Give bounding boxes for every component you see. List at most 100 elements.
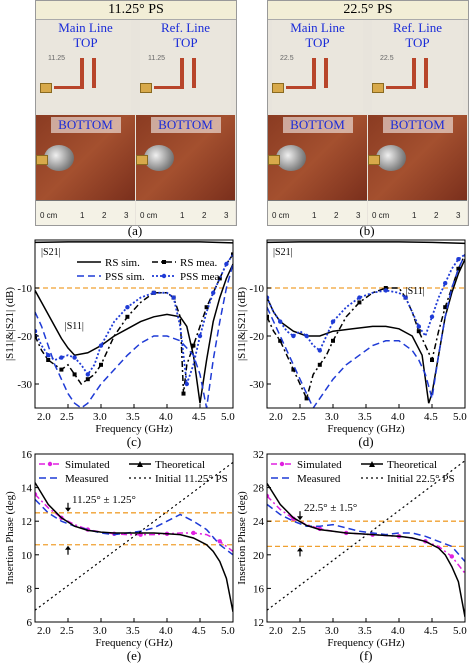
y-tick-label: -20	[249, 331, 264, 343]
y-axis-label: Insertion Phase (deg)	[4, 491, 16, 585]
series-line	[35, 253, 233, 394]
data-point	[125, 305, 130, 310]
ruler-label: 0 cm	[140, 211, 158, 220]
x-tick-label: 4.5	[192, 625, 206, 637]
trace	[92, 58, 96, 88]
x-tick-label: 4.5	[192, 411, 206, 423]
photo-main-line-right: Main Line TOP 22.5 BOTTOM 0 cm 1 2 3	[268, 20, 367, 225]
legend-label: Theoretical	[387, 459, 437, 471]
ruler-label: 0 cm	[40, 211, 58, 220]
y-tick-label: -20	[17, 331, 32, 343]
data-point	[164, 531, 170, 536]
y-tick-label: 12	[253, 617, 264, 629]
x-tick-label: 3.5	[358, 625, 372, 637]
data-point	[211, 290, 216, 295]
data-point	[403, 295, 408, 300]
x-axis-label: Frequency (GHz)	[95, 637, 173, 649]
annotation-s21: |S21|	[41, 247, 61, 258]
x-tick-label: 5.0	[453, 625, 467, 637]
plot-frame	[266, 453, 466, 623]
figure-caption: (d)	[358, 434, 373, 449]
ruler-label: 2	[102, 211, 107, 220]
x-tick-label: 2.5	[292, 625, 306, 637]
y-tick-label: 28	[253, 483, 265, 495]
data-point	[370, 532, 375, 537]
data-point	[443, 281, 448, 286]
legend-label: Theoretical	[155, 459, 205, 471]
data-point	[197, 333, 203, 339]
plot-frame	[266, 239, 466, 409]
x-tick-label: 3.0	[93, 625, 107, 637]
data-point	[291, 516, 296, 521]
data-point	[331, 338, 335, 343]
sma-connector	[372, 83, 384, 93]
x-axis-label: Frequency (GHz)	[327, 637, 405, 649]
arrow-head	[297, 547, 303, 552]
ruler-label: 3	[224, 211, 229, 220]
data-point	[151, 290, 156, 295]
photo-main-line-left: Main Line TOP 11.25 BOTTOM 0 cm 1 2 3	[36, 20, 135, 225]
trace	[412, 58, 416, 88]
photo-title-right: 22.5° PS	[268, 1, 468, 20]
x-tick-label: 4.5	[424, 625, 438, 637]
legend-label: RS mea.	[180, 257, 218, 269]
arrow-head	[65, 507, 71, 512]
board-stamp: 22.5	[380, 55, 394, 62]
figure-caption: (e)	[127, 648, 141, 663]
y-tick-label: 8	[27, 583, 33, 595]
legend-label: RS sim.	[105, 257, 140, 269]
data-point	[181, 391, 186, 396]
photo-ref-line-left: Ref. Line TOP 11.25 BOTTOM 0 cm 1 2 3	[136, 20, 235, 225]
board-stamp: 11.25	[48, 55, 65, 62]
bottom-label: BOTTOM	[50, 117, 121, 133]
trace	[312, 58, 316, 88]
data-point	[383, 286, 388, 290]
ruler-label: 0 cm	[272, 211, 290, 220]
y-tick-label: 14	[21, 483, 33, 495]
caption-a: (a)	[127, 223, 143, 238]
y-tick-label: 20	[253, 550, 265, 562]
y-axis-label: |S11|&|S21| (dB)	[4, 287, 16, 361]
series-group	[267, 241, 465, 408]
trace	[154, 86, 184, 89]
sma-connector	[136, 155, 148, 165]
data-point	[449, 554, 454, 559]
y-tick-label: -30	[17, 379, 32, 391]
top-board: Main Line TOP 22.5	[272, 20, 363, 112]
legend-label: PSS mea.	[180, 271, 222, 283]
data-point	[191, 530, 196, 536]
data-point	[396, 534, 402, 539]
trace	[286, 86, 316, 89]
x-tick-label: 5.0	[221, 411, 235, 423]
trace	[192, 58, 196, 88]
x-axis-label: Frequency (GHz)	[95, 423, 173, 435]
x-tick-label: 2.0	[269, 411, 283, 423]
x-tick-label: 3.5	[126, 625, 140, 637]
data-point	[330, 319, 336, 324]
y-tick-label: 12	[21, 516, 32, 528]
series-line	[267, 241, 465, 245]
series-line	[267, 495, 465, 574]
x-tick-label: 3.5	[126, 411, 140, 423]
ruler-label: 1	[180, 211, 185, 220]
legend-label: PSS sim.	[105, 271, 145, 283]
legend-marker	[162, 260, 166, 264]
x-tick-label: 4.0	[391, 411, 405, 423]
legend-marker	[47, 461, 53, 467]
ruler: 0 cm 1 2 3	[368, 200, 467, 225]
series-group	[35, 241, 233, 408]
sma-connector	[36, 155, 48, 165]
data-point	[35, 329, 38, 334]
legend-label: Measured	[297, 473, 341, 485]
series-line	[267, 254, 465, 401]
series-line	[267, 253, 465, 352]
data-point	[456, 266, 461, 271]
annotation-s21: |S21|	[273, 247, 293, 258]
bottom-board: BOTTOM	[36, 115, 135, 200]
data-point	[443, 305, 448, 310]
y-tick-label: 24	[253, 516, 265, 528]
top-label: TOP	[305, 35, 330, 50]
data-point	[191, 343, 196, 348]
data-point	[59, 367, 64, 372]
annotation-s11: |S11|	[65, 321, 84, 332]
